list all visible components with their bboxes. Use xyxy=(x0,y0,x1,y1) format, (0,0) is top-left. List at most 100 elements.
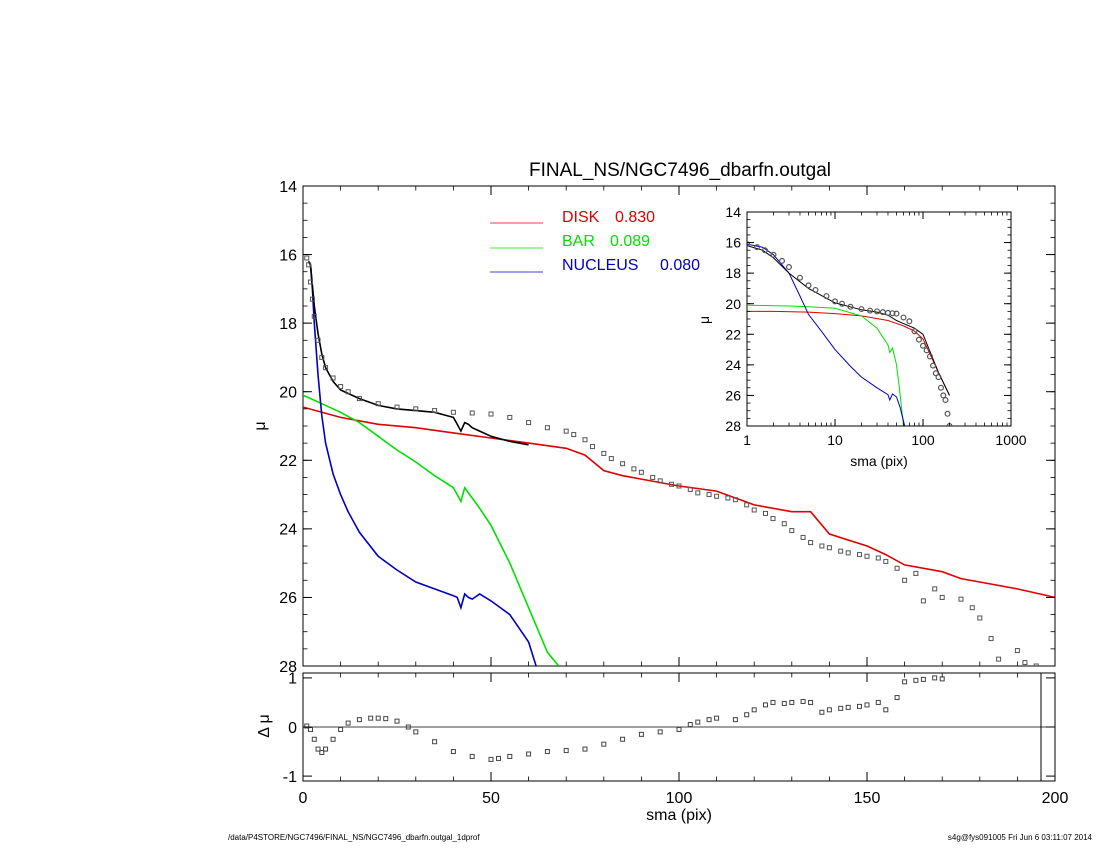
residual-plot-area xyxy=(303,675,1055,762)
main-series-data-points-point xyxy=(902,577,908,583)
main-series-data-points-point xyxy=(608,456,614,462)
residual-series-data-points-point xyxy=(432,739,438,745)
main-series-data-points-point xyxy=(571,432,577,438)
residual-series-data-points-point xyxy=(450,749,456,755)
inset-series-data-points-point xyxy=(831,298,838,305)
inset-series-data-points-point xyxy=(919,342,926,349)
main-series-data-points-point xyxy=(695,490,701,496)
residual-series-data-points-point xyxy=(496,755,502,761)
main-series-data-points-point xyxy=(620,461,626,467)
inset-series-data-points-point xyxy=(935,374,942,381)
residual-series-data-points-point xyxy=(368,715,374,721)
inset-series-data-points-point xyxy=(838,300,845,307)
residual-series-data-points-point xyxy=(338,726,344,732)
inset-x-tick-label: 10 xyxy=(827,432,843,448)
main-series-data-points-point xyxy=(311,313,317,319)
residual-series-data-points-point xyxy=(582,746,588,752)
residual-x-tick-label: 150 xyxy=(854,790,881,807)
residual-x-axis-label: sma (pix) xyxy=(646,807,712,824)
inset-series-data-points-point xyxy=(779,257,786,264)
residual-series-data-points-point xyxy=(762,702,768,708)
inset-series-data-points-point xyxy=(944,410,951,417)
main-series-data-points-point xyxy=(751,507,757,513)
main-series-data-points-point xyxy=(838,548,844,554)
residual-series-data-points-point xyxy=(706,717,712,723)
main-series-data-points-point xyxy=(345,389,351,395)
main-series-data-points-point xyxy=(687,486,693,492)
inset-series-data-points-point xyxy=(889,310,896,317)
inset-series-disk xyxy=(747,310,950,396)
main-ticks: 14 16 18 20 22 24 26 28 xyxy=(279,179,1056,676)
main-series-data-points-point xyxy=(714,493,720,499)
residual-series-data-points-point xyxy=(920,676,926,682)
residual-series-data-points-point xyxy=(845,704,851,710)
main-series-data-points-point xyxy=(988,636,994,642)
inset-y-tick-label: 14 xyxy=(725,204,741,220)
inset-series-data-points-point xyxy=(926,353,933,360)
main-series-data-points-point xyxy=(526,420,532,426)
residual-series-data-points-point xyxy=(875,699,881,705)
main-y-tick-label: 18 xyxy=(279,316,297,333)
inset-series-data-points-point xyxy=(911,328,918,335)
residual-y-tick-label: -1 xyxy=(283,769,297,786)
main-series-data-points-point xyxy=(356,396,362,402)
inset-series-data-points-point xyxy=(805,282,812,289)
main-y-tick-label: 22 xyxy=(279,453,297,470)
inset-y-tick-label: 26 xyxy=(725,387,741,403)
residual-series-data-points-point xyxy=(732,717,738,723)
residual-series-data-points-point xyxy=(913,677,919,683)
legend-label-nucleus: NUCLEUS xyxy=(562,257,638,274)
inset-y-tick-label: 22 xyxy=(725,326,741,342)
inset-series-data-points-point xyxy=(812,286,819,293)
main-series-data-points-point xyxy=(732,497,738,503)
legend-label-bar: BAR xyxy=(562,233,595,250)
main-series-data-points-point xyxy=(304,255,310,261)
main-series-data-points-point xyxy=(375,401,381,407)
inset-y-tick-label: 28 xyxy=(725,418,741,434)
main-series-data-points-point xyxy=(781,521,787,527)
residual-x-tick-label: 100 xyxy=(666,790,693,807)
main-series-data-points-point xyxy=(488,411,494,417)
inset-series-data-points-point xyxy=(823,293,830,300)
inset-ticks: 1 10 100 1000 14 16 18 20 22 24 26 28 xyxy=(725,204,1026,448)
legend-label-disk: DISK xyxy=(562,209,600,226)
residual-marks xyxy=(303,675,1055,762)
inset-x-tick-label: 100 xyxy=(911,432,935,448)
main-series-data-points-point xyxy=(875,555,881,561)
residual-series-data-points-point xyxy=(319,750,325,756)
legend-value-disk: 0.830 xyxy=(615,209,655,226)
inset-series-data-points-point xyxy=(930,362,937,369)
residual-series-data-points-point xyxy=(826,707,832,713)
main-series-data-points-point xyxy=(413,406,419,412)
residual-series-data-points-point xyxy=(687,722,693,728)
inset-series-data-points-point xyxy=(847,303,854,310)
main-series-data-points-point xyxy=(330,375,336,381)
main-y-tick-label: 14 xyxy=(279,179,297,196)
residual-ticks: 0 50 100 150 200-101 xyxy=(283,671,1069,807)
legend-value-nucleus: 0.080 xyxy=(660,257,700,274)
residual-series-data-points-point xyxy=(620,736,626,742)
main-series-data-points-point xyxy=(819,543,825,549)
main-series-bar xyxy=(303,394,560,666)
residual-series-data-points-point xyxy=(394,718,400,724)
main-series-data-points-point xyxy=(432,408,438,414)
residual-series-data-points-point xyxy=(601,741,607,747)
main-series-data-points-point xyxy=(450,409,456,415)
inset-y-tick-label: 16 xyxy=(725,235,741,251)
residual-series-data-points-point xyxy=(789,699,795,705)
main-series-data-points-point xyxy=(668,481,674,487)
main-title: FINAL_NS/NGC7496_dbarfn.outgal xyxy=(529,160,831,181)
main-series-data-points-point xyxy=(883,558,889,564)
residual-series-data-points-point xyxy=(800,698,806,704)
main-series-data-points-point xyxy=(544,425,550,431)
inset-x-tick-label: 1 xyxy=(743,432,751,448)
inset-series-data-points-point xyxy=(747,241,750,248)
main-series-data-points-point xyxy=(808,540,814,546)
inset-series-data-points-point xyxy=(873,308,880,315)
residual-x-tick-label: 50 xyxy=(482,790,500,807)
main-series-data-points-point xyxy=(338,384,344,390)
inset-x-tick-label: 1000 xyxy=(995,432,1026,448)
residual-series-data-points-point xyxy=(526,751,532,757)
main-panel: FINAL_NS/NGC7496_dbarfn.outgal 14 16 18 20 2… xyxy=(252,160,1056,676)
